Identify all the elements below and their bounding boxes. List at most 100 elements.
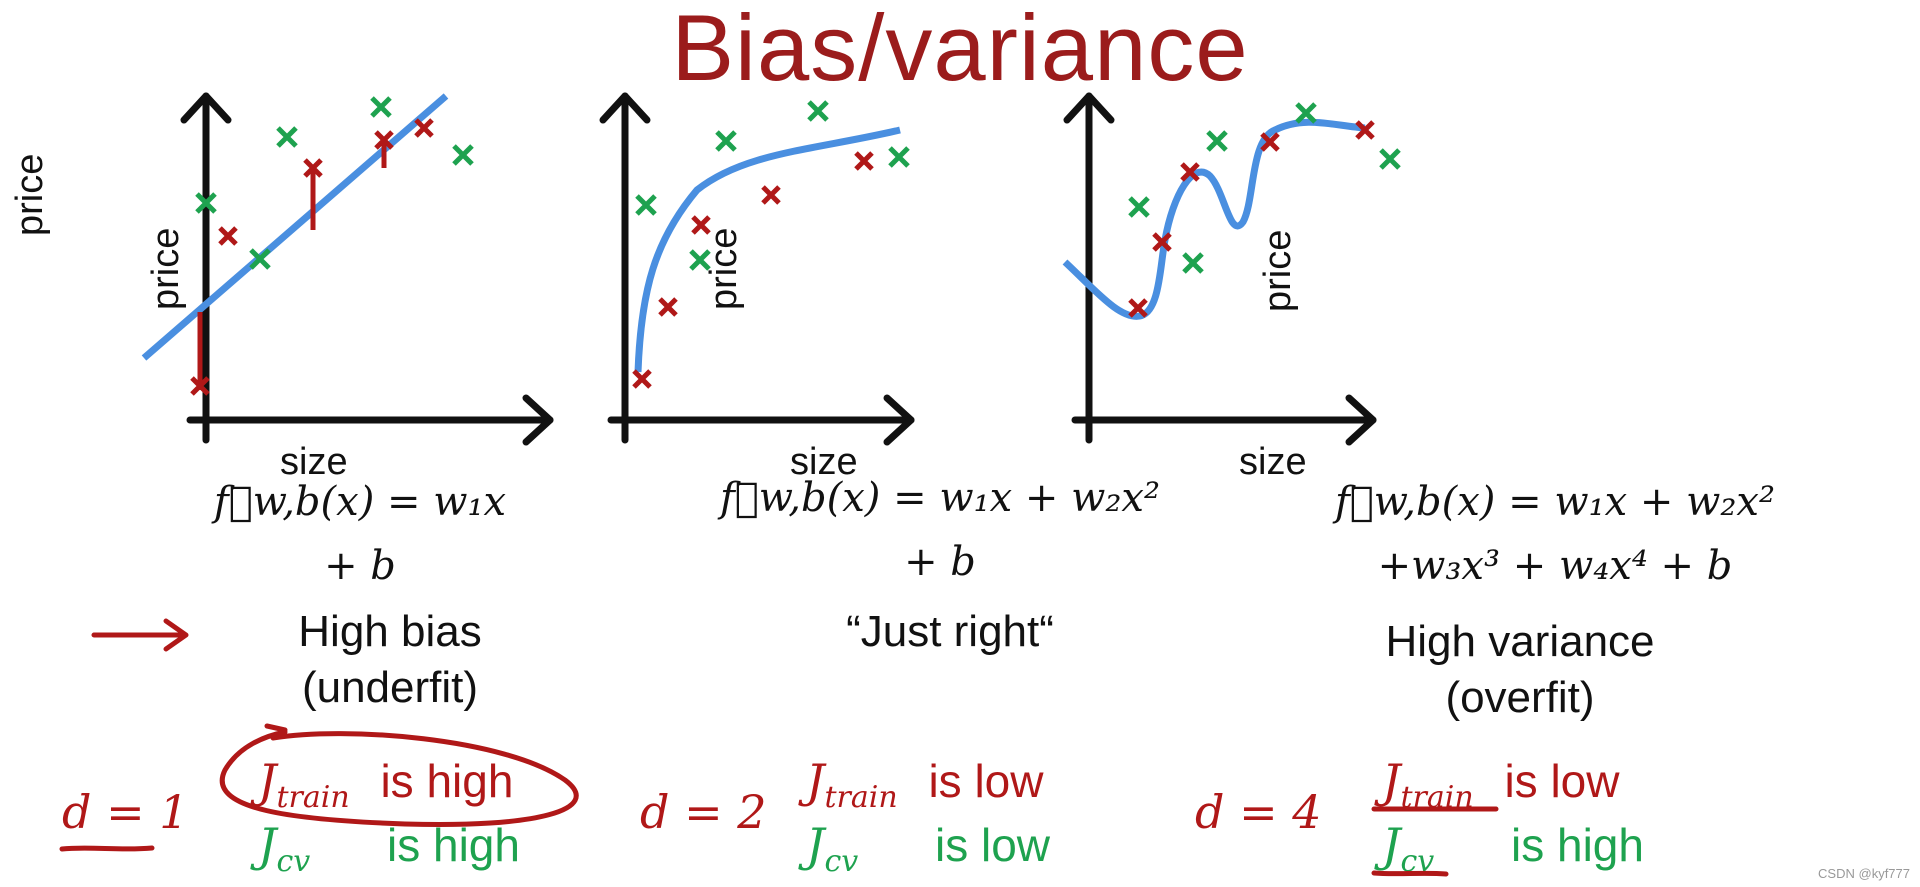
x-axis-label: size [1239, 441, 1307, 483]
train-value: is low [928, 755, 1044, 807]
cv-value: is high [1510, 819, 1644, 871]
fit-curve [634, 126, 901, 373]
x-axis-label: size [280, 441, 348, 483]
train-point [1180, 162, 1200, 182]
cv-error-overfit: Jcv is high [1382, 818, 1644, 879]
label-line: “Just right“ [846, 607, 1054, 656]
label-line: High variance [1385, 617, 1655, 666]
y-axis-label: price [145, 228, 187, 310]
label-line: High bias [298, 607, 482, 656]
label-just-right: “Just right“ [790, 604, 1110, 660]
cv-point [715, 130, 737, 152]
degree-2: d = 2 [640, 785, 767, 839]
cv-points [195, 96, 474, 270]
cv-point [888, 146, 910, 168]
formula-line: f⃗w,b(x) = w₁x + w₂x² [1335, 479, 1775, 525]
train-value: is high [380, 755, 514, 807]
j-subscript: train [824, 780, 898, 816]
formula-overfit: f⃗w,b(x) = w₁x + w₂x² +w₃x³ + w₄x⁴ + b [1315, 470, 1795, 598]
train-value: is low [1504, 755, 1620, 807]
cv-point [689, 249, 711, 271]
x-axis-arrow [1345, 394, 1377, 446]
cv-point [1182, 252, 1204, 274]
x-axis-arrow [883, 394, 915, 446]
y-axis-label: price [9, 154, 51, 236]
y-axis-label: price [703, 228, 745, 310]
train-point [658, 297, 678, 317]
cv-error-underfit: Jcv is high [258, 818, 520, 879]
cv-point [276, 126, 298, 148]
train-point [303, 158, 323, 178]
train-point [632, 369, 652, 389]
train-point [1128, 298, 1148, 318]
plot-just-right: size [599, 92, 915, 483]
label-line: (underfit) [301, 663, 479, 712]
label-overfit: High variance (overfit) [1330, 614, 1710, 726]
x-axis-arrow [522, 394, 554, 446]
plot-underfit: price size [9, 92, 554, 483]
degree-1: d = 1 [62, 785, 189, 839]
slide-title: Bias/variance [671, 0, 1249, 100]
cv-points [1128, 102, 1401, 274]
cv-point [370, 96, 392, 118]
cv-point [195, 192, 217, 214]
train-point [761, 185, 781, 205]
cv-point [1206, 130, 1228, 152]
train-point [374, 130, 394, 150]
formula-just-right: f⃗w,b(x) = w₁x + w₂x² + b [700, 466, 1180, 594]
cv-point [807, 100, 829, 122]
cv-value: is low [934, 819, 1051, 871]
cv-point [249, 248, 271, 270]
j-symbol: J [1382, 754, 1401, 808]
formula-line: f⃗w,b(x) = w₁x [213, 479, 507, 525]
cv-underline [1371, 870, 1449, 877]
cv-error-just-right: Jcv is low [806, 818, 1050, 879]
j-symbol: J [258, 754, 277, 808]
training-points [1128, 120, 1375, 318]
j-subscript: cv [276, 844, 311, 880]
y-axis-arrow [180, 92, 232, 124]
cv-value: is high [386, 819, 520, 871]
train-point [1152, 232, 1172, 252]
train-error-underfit: Jtrain is high [258, 754, 513, 815]
training-points [632, 151, 874, 389]
train-error-just-right: Jtrain is low [806, 754, 1043, 815]
train-underline [1371, 806, 1499, 812]
label-line: (overfit) [1445, 673, 1595, 722]
x-axis-label: size [790, 441, 858, 483]
cv-point [1128, 196, 1150, 218]
circle-annotation [219, 723, 579, 827]
watermark: CSDN @kyf777 [1818, 866, 1910, 881]
cv-points [635, 100, 910, 271]
plot-overfit: size [1062, 92, 1401, 483]
formula-line: + b [904, 539, 976, 585]
degree-underline [59, 845, 155, 852]
train-point [854, 151, 874, 171]
train-point [218, 226, 238, 246]
cv-point [452, 144, 474, 166]
y-axis-label: price [1257, 230, 1299, 312]
formula-line: +w₃x³ + w₄x⁴ + b [1377, 543, 1733, 589]
y-axis-arrow [599, 92, 651, 124]
label-underfit: High bias (underfit) [230, 604, 550, 716]
y-axis-arrow [1063, 92, 1115, 124]
train-error-overfit: Jtrain is low [1382, 754, 1619, 815]
formula-line: + b [324, 543, 396, 589]
j-subscript: cv [824, 844, 859, 880]
j-symbol: J [1382, 818, 1401, 872]
fit-line [141, 93, 449, 361]
training-points [190, 118, 434, 396]
formula-underfit: f⃗w,b(x) = w₁x + b [170, 470, 550, 598]
train-point [190, 376, 210, 396]
cv-point [635, 194, 657, 216]
train-point [1260, 132, 1280, 152]
train-point [414, 118, 434, 138]
train-point [1355, 120, 1375, 140]
train-point [691, 215, 711, 235]
formula-line: f⃗w,b(x) = w₁x + w₂x² [720, 475, 1160, 521]
j-symbol: J [258, 818, 277, 872]
cv-point [1379, 148, 1401, 170]
j-symbol: J [806, 818, 825, 872]
